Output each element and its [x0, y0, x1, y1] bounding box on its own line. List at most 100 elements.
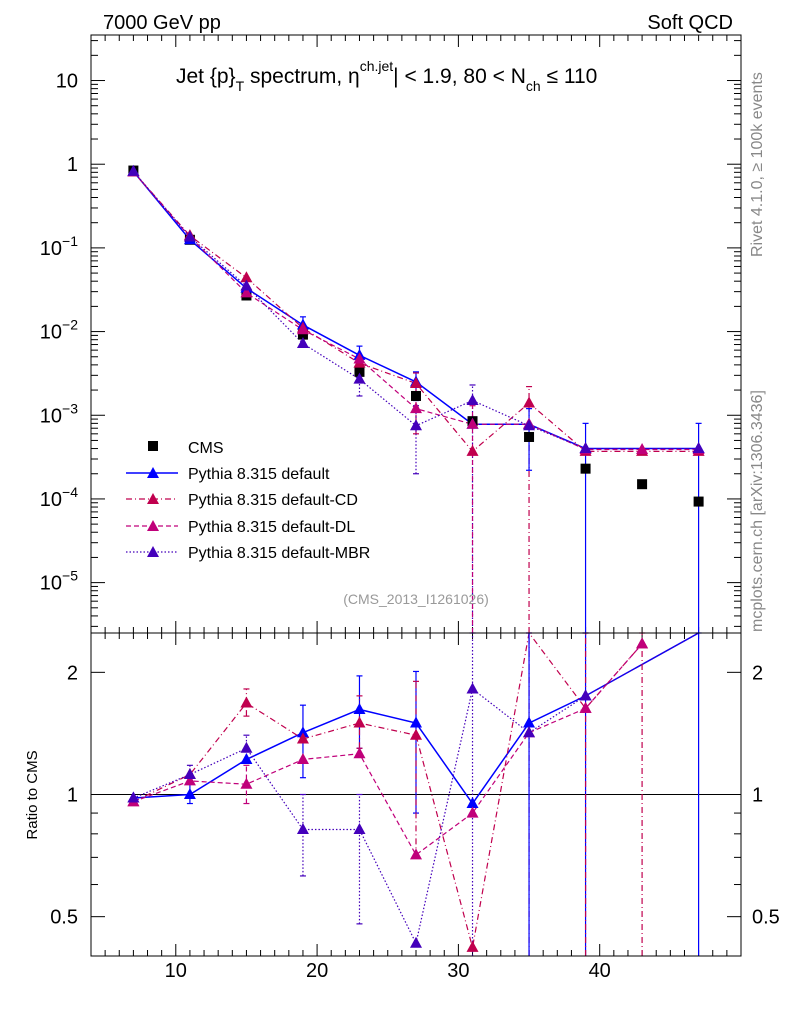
main-marker-cms — [297, 329, 308, 340]
legend-marker-default — [147, 467, 159, 478]
main-y-tick-exponent: −3 — [62, 400, 78, 416]
ratio-marker-cd — [240, 696, 253, 708]
main-marker-dl — [636, 442, 649, 454]
ratio-marker-cd — [296, 732, 309, 744]
title-part-c-sup: ch.jet — [360, 58, 394, 74]
title-part-a: Jet {p} — [176, 65, 236, 88]
main-y-tick-mantissa: 10 — [40, 405, 62, 427]
ratio-y-tick-label-left: 2 — [67, 662, 78, 684]
ratio-marker-mbr — [240, 741, 253, 753]
main-marker-cd — [523, 396, 536, 408]
main-marker-mbr — [183, 230, 196, 242]
main-y-tick-mantissa: 10 — [40, 322, 62, 344]
legend-label-dl: Pythia 8.315 default-DL — [188, 519, 355, 536]
main-y-tick-label: 10−5 — [40, 568, 78, 595]
ratio-marker-default — [410, 716, 422, 728]
main-marker-mbr — [692, 442, 705, 454]
ratio-marker-dl — [353, 747, 366, 759]
ratio-marker-dl — [579, 701, 592, 713]
main-marker-cd — [466, 444, 479, 456]
title-part-b: spectrum, — [244, 65, 348, 88]
main-y-tick-mantissa: 1 — [67, 154, 78, 176]
title-part-a-sub: T — [236, 78, 245, 94]
legend-label-mbr: Pythia 8.315 default-MBR — [188, 545, 370, 562]
ratio-marker-default — [353, 702, 366, 714]
main-y-tick-exponent: −2 — [62, 317, 78, 333]
main-marker-mbr — [240, 279, 253, 291]
main-y-tick-label: 10−1 — [40, 233, 78, 260]
ratio-marker-mbr — [296, 822, 309, 834]
legend-marker-cms — [148, 441, 158, 451]
ratio-x-tick-label: 40 — [589, 960, 611, 982]
main-y-tick-exponent: −1 — [62, 233, 78, 249]
main-line-mbr — [132, 171, 699, 450]
main-marker-mbr — [353, 372, 366, 384]
main-marker-dl — [410, 402, 422, 414]
analysis-id-label: (CMS_2013_I1261026) — [343, 591, 489, 607]
ratio-line-dl — [133, 643, 643, 856]
title-part-d-sub: ch — [526, 78, 541, 94]
ratio-line-mbr — [133, 632, 699, 946]
main-marker-dl — [296, 323, 309, 335]
legend-marker-cd — [147, 493, 159, 504]
ratio-marker-mbr — [466, 682, 479, 694]
legend-label-cd: Pythia 8.315 default-CD — [188, 492, 358, 509]
ratio-x-tick-label: 10 — [165, 960, 187, 982]
legend-item-default: Pythia 8.315 default — [126, 466, 330, 483]
ratio-marker-mbr — [523, 726, 536, 738]
main-marker-cms — [411, 390, 421, 401]
main-y-tick-label: 10−2 — [40, 317, 78, 344]
ratio-marker-default — [183, 788, 196, 799]
ratio-y-tick-label-right: 1 — [752, 785, 763, 807]
main-y-tick-mantissa: 10 — [40, 238, 62, 260]
main-marker-cms — [524, 431, 535, 442]
ratio-marker-dl — [636, 637, 649, 649]
ratio-y-tick-labels: 2 2 1 1 0.5 0.5 — [50, 662, 780, 928]
main-y-tick-label: 10 — [56, 71, 78, 93]
main-marker-mbr — [127, 164, 140, 176]
main-marker-mbr — [523, 419, 536, 431]
main-marker-dl — [353, 352, 366, 364]
main-marker-cms — [354, 366, 365, 377]
ratio-panel: 2 2 1 1 0.5 0.5 10 20 30 40 Ratio to CMS — [24, 631, 780, 982]
main-y-tick-mantissa: 10 — [40, 489, 62, 511]
ratio-line-cd — [133, 631, 643, 948]
ratio-y-tick-label-right: 2 — [752, 662, 763, 684]
header-energy-label: 7000 GeV pp — [103, 12, 221, 34]
main-y-tick-mantissa: 10 — [56, 71, 78, 93]
legend-marker-dl — [147, 520, 159, 531]
ratio-x-tick-labels: 10 20 30 40 — [165, 960, 611, 982]
title-part-e: ≤ 110 — [541, 65, 598, 88]
ratio-frame — [90, 632, 742, 957]
main-marker-mbr — [410, 419, 422, 431]
title-part-d: | < 1.9, 80 < N — [393, 65, 526, 88]
header-category-label: Soft QCD — [647, 12, 733, 34]
main-line-default — [132, 170, 699, 450]
ratio-marker-dl — [410, 848, 422, 860]
legend-item-cd: Pythia 8.315 default-CD — [126, 492, 358, 509]
legend-item-cms: CMS — [148, 440, 224, 457]
ratio-x-tick-label: 20 — [306, 960, 328, 982]
main-y-tick-exponent: −4 — [62, 484, 78, 500]
main-marker-dl — [240, 286, 253, 298]
ratio-y-tick-label-left: 0.5 — [50, 907, 78, 929]
ratio-line-default — [133, 632, 699, 805]
ratio-marker-mbr — [410, 936, 422, 948]
ratio-marker-dl — [240, 777, 253, 789]
rivet-version-label: Rivet 4.1.0, ≥ 100k events — [749, 72, 766, 257]
ratio-marker-dl — [183, 774, 196, 786]
ratio-marker-default — [296, 726, 309, 738]
ratio-series-lines — [133, 631, 699, 948]
main-y-tick-label: 10−4 — [40, 484, 78, 511]
ratio-marker-default — [466, 797, 479, 809]
legend-item-mbr: Pythia 8.315 default-MBR — [126, 545, 370, 562]
ratio-y-tick-label-right: 0.5 — [752, 907, 780, 929]
main-y-tick-mantissa: 10 — [40, 573, 62, 595]
ratio-marker-cd — [410, 728, 422, 740]
main-marker-dl — [466, 417, 479, 429]
ratio-marker-mbr — [353, 822, 366, 834]
main-marker-cms — [637, 479, 648, 490]
main-y-tick-exponent: −5 — [62, 568, 78, 584]
main-y-tick-label: 10−3 — [40, 400, 78, 427]
